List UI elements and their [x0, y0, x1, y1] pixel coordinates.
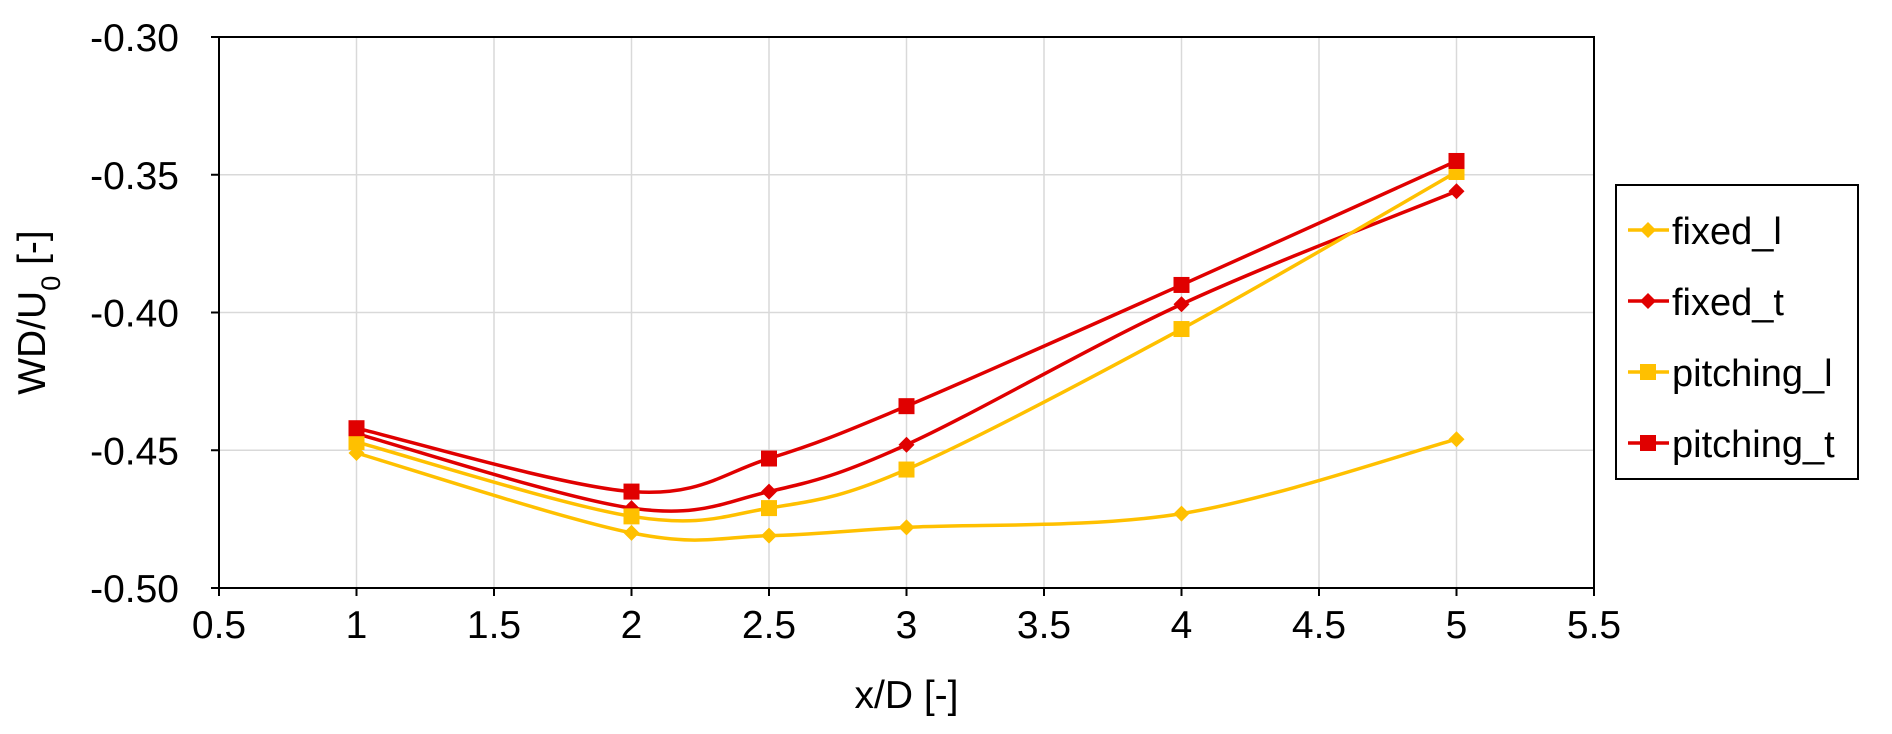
y-axis-title-main: WD/U	[11, 291, 54, 395]
series-line	[356, 170, 1458, 523]
data-point	[348, 420, 365, 437]
series-pitching-t	[348, 152, 1465, 500]
data-point	[898, 436, 915, 453]
legend-label: fixed_l	[1672, 211, 1782, 253]
x-axis-ticks: 0.5 1 1.5 2 2.5 3 3.5 4 4.5 5 5.5	[192, 588, 1621, 647]
data-point	[348, 433, 365, 450]
legend: fixed_l fixed_t pitching_l pitching_t	[1615, 184, 1859, 480]
data-point	[761, 450, 777, 467]
x-tick-label: 2	[621, 604, 643, 647]
y-axis-ticks: -0.30 -0.35 -0.40 -0.45 -0.50	[90, 17, 219, 611]
y-tick-label: -0.35	[90, 155, 179, 198]
data-point	[623, 483, 640, 500]
data-point	[1173, 296, 1190, 313]
data-point	[1173, 505, 1190, 522]
data-point	[761, 483, 777, 500]
y-axis-title-subscript: 0	[36, 276, 66, 291]
data-point	[761, 527, 777, 544]
legend-label: pitching_t	[1672, 424, 1835, 466]
data-point	[898, 519, 915, 536]
data-point	[898, 461, 915, 478]
series-pitching-l	[348, 163, 1465, 525]
x-tick-label: 0.5	[192, 604, 246, 647]
y-tick-label: -0.50	[90, 568, 179, 611]
y-tick-label: -0.30	[90, 17, 179, 60]
series-line	[356, 437, 1457, 542]
legend-box	[1615, 184, 1859, 480]
series-group	[348, 152, 1465, 544]
legend-marker	[1640, 293, 1656, 309]
x-tick-label: 4.5	[1292, 604, 1346, 647]
x-tick-label: 3.5	[1017, 604, 1071, 647]
legend-item: pitching_l	[1628, 353, 1833, 395]
data-point	[1173, 321, 1190, 338]
x-tick-label: 5	[1446, 604, 1468, 647]
legend-marker	[1640, 364, 1656, 380]
data-point	[623, 508, 640, 525]
y-tick-label: -0.45	[90, 430, 179, 473]
legend-item: fixed_l	[1628, 211, 1782, 253]
series-line	[356, 189, 1458, 513]
x-tick-label: 2.5	[742, 604, 796, 647]
data-point	[1448, 431, 1465, 448]
legend-label: fixed_t	[1672, 282, 1784, 324]
x-tick-label: 5.5	[1567, 604, 1621, 647]
data-point	[761, 500, 777, 517]
x-tick-label: 3	[896, 604, 918, 647]
x-axis-title: x/D [-]	[855, 674, 959, 717]
legend-label: pitching_l	[1672, 353, 1833, 395]
data-point	[623, 524, 640, 541]
data-point	[898, 398, 915, 415]
series-line	[356, 159, 1458, 494]
legend-item: pitching_t	[1628, 424, 1835, 466]
y-axis-title-suffix: [-]	[11, 230, 54, 276]
y-axis-title: WD/U0 [-]	[11, 230, 66, 395]
data-point	[1448, 183, 1465, 200]
x-tick-label: 4	[1171, 604, 1193, 647]
x-tick-label: 1.5	[467, 604, 521, 647]
grid-lines	[218, 36, 1595, 589]
y-tick-label: -0.40	[90, 293, 179, 336]
legend-item: fixed_t	[1628, 282, 1784, 324]
series-fixed-l	[348, 431, 1465, 544]
legend-marker	[1640, 222, 1656, 238]
data-point	[1448, 152, 1465, 169]
data-point	[1173, 276, 1190, 293]
legend-marker	[1640, 435, 1656, 451]
x-tick-label: 1	[346, 604, 368, 647]
